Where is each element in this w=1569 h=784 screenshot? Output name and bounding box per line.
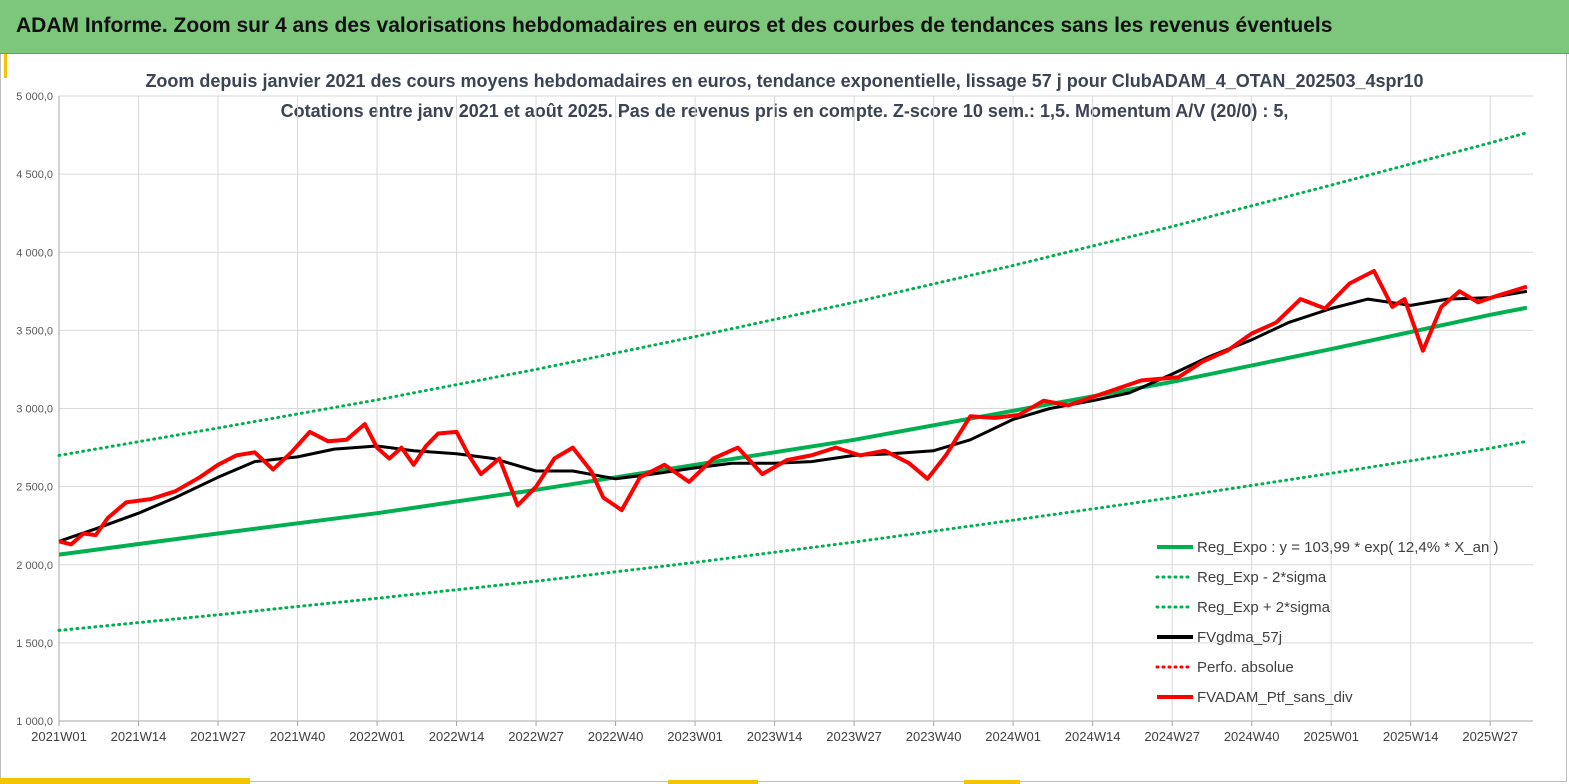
series-line-reg-exp [57, 131, 1529, 457]
accent-bar-bottom-right [964, 780, 1020, 784]
x-tick-label: 2024W27 [1144, 729, 1200, 744]
legend-label: FVgdma_57j [1197, 629, 1282, 646]
y-tick-label: 5 000,0 [16, 91, 53, 103]
x-tick-label: 2025W14 [1383, 729, 1439, 744]
line-chart: 1 000,0 1 500,0 2 000,0 2 500,0 3 000,0 3 500… [16, 91, 1533, 744]
series-line-fvgdma-57j [58, 289, 1528, 543]
chart-title: Zoom depuis janvier 2021 des cours moyen… [145, 71, 1424, 91]
accent-bar-bottom-left [0, 778, 250, 784]
x-tick-label: 2021W27 [190, 729, 246, 744]
report-title: ADAM Informe. Zoom sur 4 ans des valoris… [16, 14, 1333, 37]
y-tick-label: 3 500,0 [16, 325, 53, 337]
x-tick-label: 2024W40 [1224, 729, 1280, 744]
x-tick-label: 2025W27 [1462, 729, 1518, 744]
x-tick-label: 2023W40 [906, 729, 962, 744]
accent-mark-top-left [4, 54, 7, 78]
x-tick-label: 2021W40 [270, 729, 326, 744]
x-tick-label: 2023W01 [667, 729, 723, 744]
accent-bar-bottom-mid [668, 780, 758, 784]
x-tick-label: 2022W40 [588, 729, 644, 744]
x-tick-label: 2021W01 [31, 729, 87, 744]
series-line-reg-exp [57, 439, 1529, 632]
x-tick-label: 2025W01 [1303, 729, 1359, 744]
legend-label: Perfo. absolue [1197, 659, 1294, 676]
x-tick-label: 2022W27 [508, 729, 564, 744]
chart-subtitle: Cotations entre janv 2021 et août 2025. … [280, 101, 1289, 121]
series-line-fvadam-ptf-sans-div [58, 269, 1528, 547]
x-tick-label: 2022W01 [349, 729, 405, 744]
y-tick-label: 2 000,0 [16, 560, 53, 572]
y-tick-label: 1 500,0 [16, 638, 53, 650]
y-tick-label: 3 000,0 [16, 404, 53, 416]
chart-frame [0, 54, 1567, 782]
legend-label: Reg_Exp - 2*sigma [1197, 569, 1327, 586]
x-tick-label: 2023W14 [747, 729, 803, 744]
y-tick-label: 2 500,0 [16, 482, 53, 494]
x-tick-label: 2023W27 [826, 729, 882, 744]
legend-label: FVADAM_Ptf_sans_div [1197, 689, 1353, 706]
legend-label: Reg_Expo : y = 103,99 * exp( 12,4% * X_a… [1197, 539, 1498, 556]
x-tick-label: 2021W14 [111, 729, 167, 744]
x-tick-label: 2022W14 [429, 729, 485, 744]
y-tick-label: 4 500,0 [16, 169, 53, 181]
legend-label: Reg_Exp + 2*sigma [1197, 599, 1331, 616]
y-tick-label: 1 000,0 [16, 716, 53, 728]
series-line-reg-expo [58, 305, 1528, 557]
x-tick-label: 2024W01 [985, 729, 1041, 744]
y-tick-label: 4 000,0 [16, 247, 53, 259]
x-tick-label: 2024W14 [1065, 729, 1121, 744]
report-banner: ADAM Informe. Zoom sur 4 ans des valoris… [0, 0, 1569, 54]
